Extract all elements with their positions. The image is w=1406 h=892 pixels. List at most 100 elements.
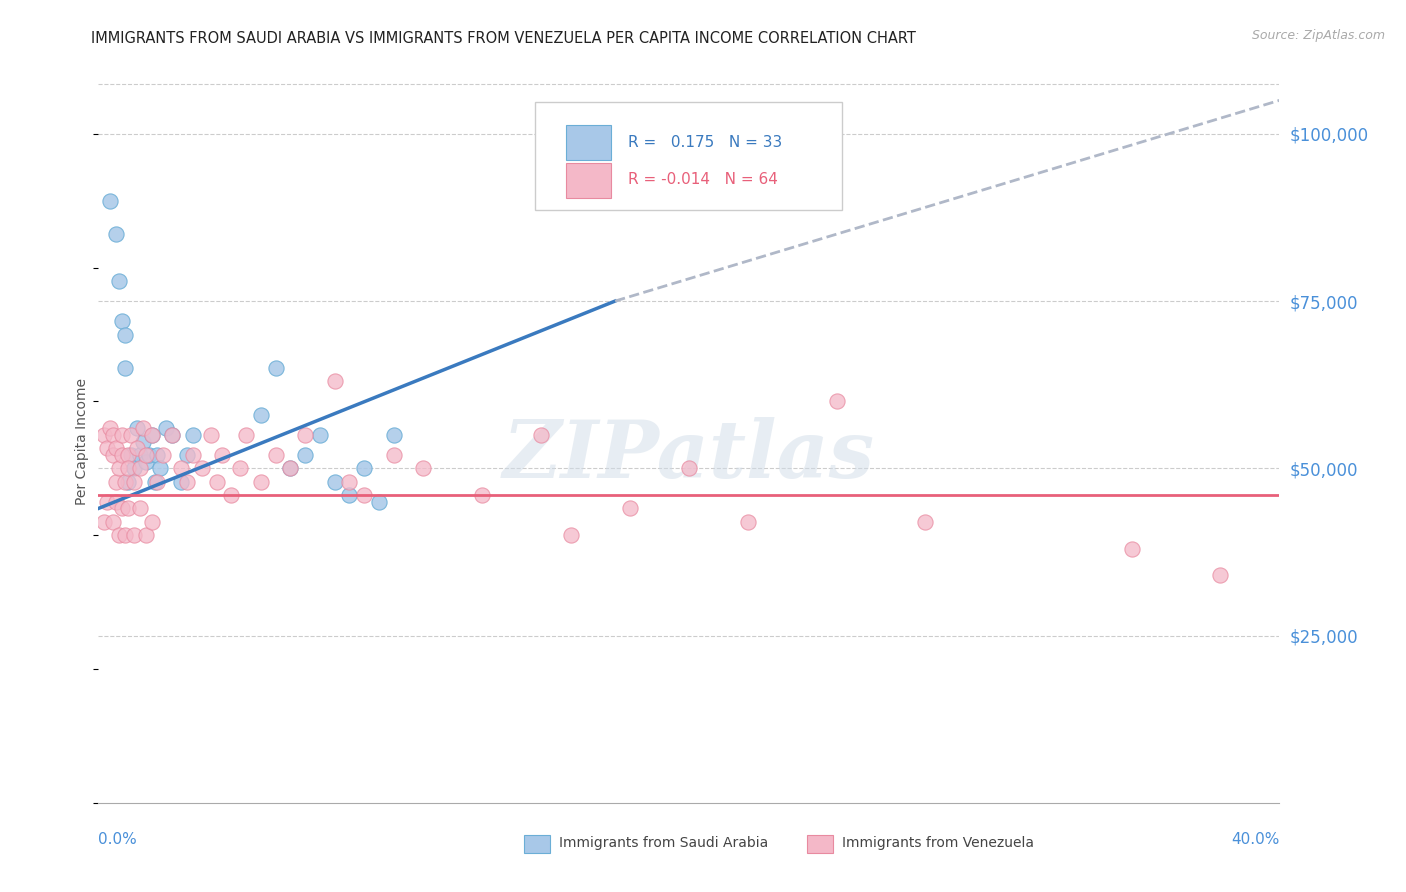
Text: Immigrants from Saudi Arabia: Immigrants from Saudi Arabia bbox=[560, 836, 768, 849]
Point bbox=[103, 427, 125, 442]
Point bbox=[117, 475, 139, 489]
Point bbox=[93, 515, 115, 529]
Point bbox=[143, 475, 166, 489]
Point bbox=[176, 475, 198, 489]
Point bbox=[264, 448, 287, 462]
Point bbox=[98, 421, 121, 435]
Point bbox=[737, 515, 759, 529]
Point bbox=[132, 434, 155, 449]
Point bbox=[280, 461, 302, 475]
Point bbox=[323, 475, 346, 489]
Point bbox=[117, 448, 139, 462]
Text: R =   0.175   N = 33: R = 0.175 N = 33 bbox=[627, 135, 782, 150]
Point bbox=[117, 461, 139, 475]
Point bbox=[382, 448, 405, 462]
Text: R = -0.014   N = 64: R = -0.014 N = 64 bbox=[627, 172, 778, 187]
Point bbox=[211, 448, 233, 462]
Point bbox=[141, 427, 163, 442]
Point bbox=[205, 475, 228, 489]
Point bbox=[221, 488, 243, 502]
Point bbox=[200, 427, 222, 442]
Point bbox=[138, 448, 160, 462]
Point bbox=[128, 448, 150, 462]
Point bbox=[114, 475, 136, 489]
Point bbox=[146, 475, 169, 489]
Point bbox=[93, 427, 115, 442]
Point bbox=[98, 194, 121, 208]
Point bbox=[152, 448, 174, 462]
Point bbox=[162, 427, 183, 442]
Point bbox=[132, 421, 155, 435]
Point bbox=[155, 421, 177, 435]
Point bbox=[1121, 541, 1143, 556]
Point bbox=[114, 528, 136, 542]
Point bbox=[353, 488, 375, 502]
Text: IMMIGRANTS FROM SAUDI ARABIA VS IMMIGRANTS FROM VENEZUELA PER CAPITA INCOME CORR: IMMIGRANTS FROM SAUDI ARABIA VS IMMIGRAN… bbox=[91, 31, 917, 46]
FancyBboxPatch shape bbox=[523, 835, 550, 854]
Point bbox=[111, 314, 134, 328]
Text: 40.0%: 40.0% bbox=[1232, 831, 1279, 847]
Point bbox=[120, 448, 142, 462]
Point bbox=[146, 448, 169, 462]
Point bbox=[250, 408, 273, 422]
FancyBboxPatch shape bbox=[567, 163, 612, 198]
Point bbox=[170, 461, 193, 475]
Point bbox=[105, 475, 128, 489]
Point bbox=[120, 427, 142, 442]
Point bbox=[1209, 568, 1232, 582]
Text: Immigrants from Venezuela: Immigrants from Venezuela bbox=[842, 836, 1035, 849]
Point bbox=[108, 528, 131, 542]
Point bbox=[339, 488, 361, 502]
Point bbox=[125, 421, 148, 435]
Point bbox=[176, 448, 198, 462]
Text: Source: ZipAtlas.com: Source: ZipAtlas.com bbox=[1251, 29, 1385, 42]
Point bbox=[678, 461, 700, 475]
Point bbox=[309, 427, 332, 442]
Point bbox=[114, 361, 136, 376]
Point bbox=[250, 475, 273, 489]
Point bbox=[108, 461, 131, 475]
Point bbox=[125, 441, 148, 455]
Point bbox=[96, 494, 118, 508]
Point bbox=[108, 274, 131, 288]
Point bbox=[914, 515, 936, 529]
Point bbox=[294, 427, 316, 442]
Point bbox=[96, 441, 118, 455]
Point bbox=[181, 448, 204, 462]
Point bbox=[135, 454, 157, 469]
Point bbox=[170, 475, 193, 489]
Point bbox=[111, 427, 134, 442]
Y-axis label: Per Capita Income: Per Capita Income bbox=[76, 378, 90, 505]
Text: 0.0%: 0.0% bbox=[98, 831, 138, 847]
Point bbox=[339, 475, 361, 489]
Text: ZIPatlas: ZIPatlas bbox=[503, 417, 875, 495]
Point bbox=[135, 448, 157, 462]
Point bbox=[412, 461, 434, 475]
Point bbox=[619, 501, 641, 516]
Point bbox=[141, 427, 163, 442]
Point bbox=[471, 488, 494, 502]
Point bbox=[294, 448, 316, 462]
Point bbox=[560, 528, 582, 542]
Point bbox=[530, 427, 553, 442]
Point bbox=[122, 461, 145, 475]
Point bbox=[382, 427, 405, 442]
Point bbox=[103, 515, 125, 529]
Point bbox=[122, 475, 145, 489]
FancyBboxPatch shape bbox=[567, 126, 612, 161]
Point bbox=[128, 461, 150, 475]
Point bbox=[105, 494, 128, 508]
Point bbox=[280, 461, 302, 475]
Point bbox=[323, 375, 346, 389]
Point bbox=[105, 441, 128, 455]
Point bbox=[111, 501, 134, 516]
Point bbox=[105, 227, 128, 241]
Point bbox=[114, 327, 136, 342]
Point bbox=[235, 427, 257, 442]
Point bbox=[181, 427, 204, 442]
Point bbox=[353, 461, 375, 475]
Point bbox=[103, 448, 125, 462]
Point bbox=[128, 501, 150, 516]
Point bbox=[368, 494, 391, 508]
Point bbox=[122, 528, 145, 542]
